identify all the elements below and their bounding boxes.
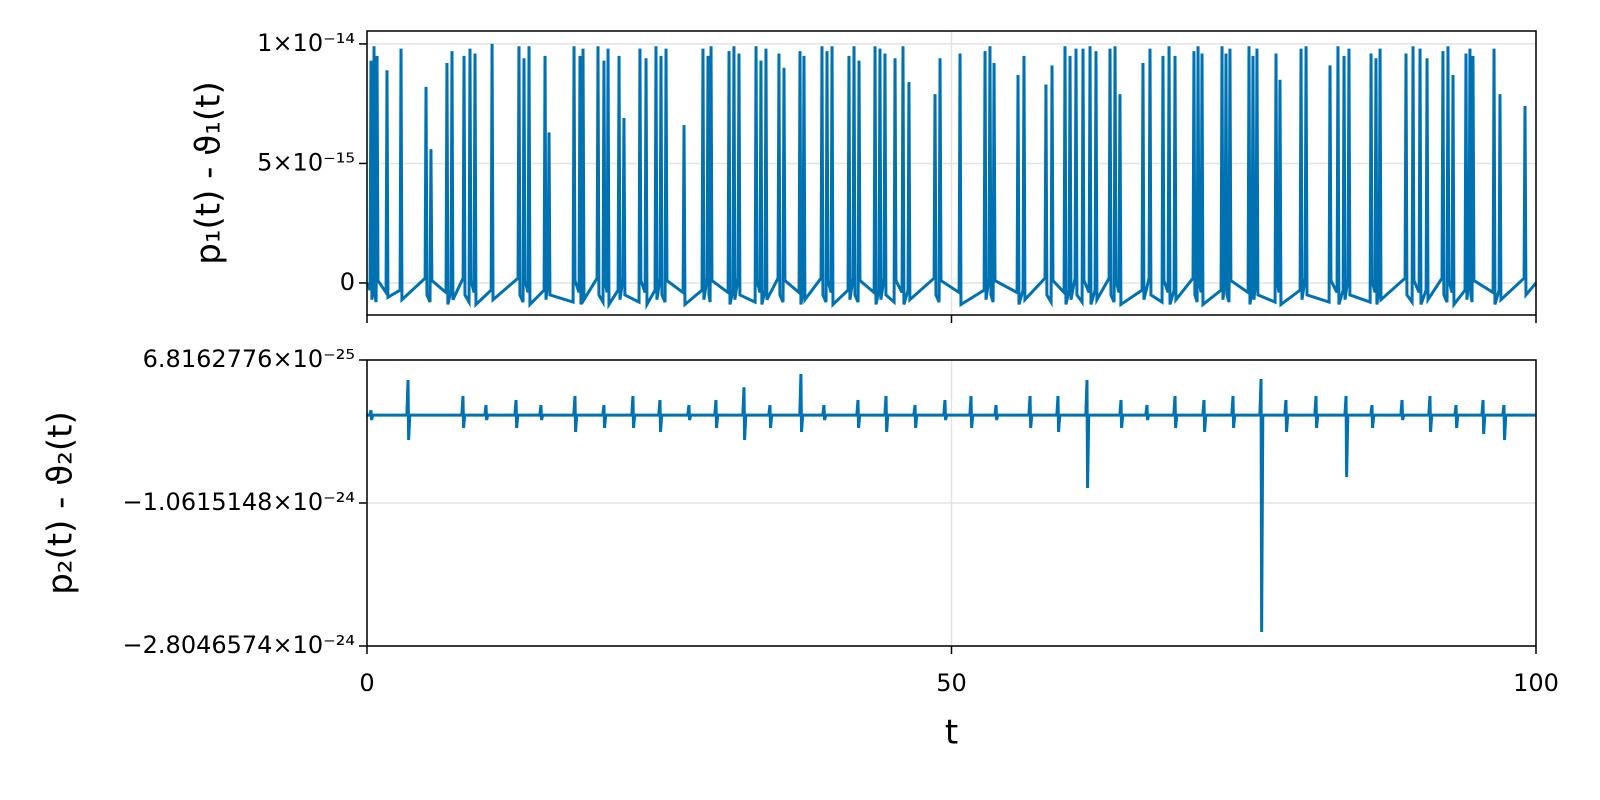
x-tick-label: 100 bbox=[1513, 669, 1559, 697]
y-tick-label: −2.8046574×10⁻²⁴ bbox=[123, 631, 355, 659]
y-axis-label: p₂(t) - ϑ₂(t) bbox=[41, 411, 81, 595]
x-tick-label: 50 bbox=[936, 669, 967, 697]
data-line bbox=[367, 373, 1536, 633]
plot-frame bbox=[366, 30, 1537, 316]
plot-frame bbox=[366, 359, 1537, 647]
y-tick-label: −1.0615148×10⁻²⁴ bbox=[123, 488, 355, 516]
y-tick-label: 0 bbox=[340, 268, 355, 296]
y-axis-label: p₁(t) - ϑ₁(t) bbox=[189, 81, 229, 265]
y-tick-label: 6.8162776×10⁻²⁵ bbox=[143, 345, 355, 373]
x-tick-label: 0 bbox=[359, 669, 374, 697]
y-tick-label: 1×10⁻¹⁴ bbox=[257, 29, 355, 57]
data-line bbox=[365, 43, 1538, 311]
y-tick-label: 5×10⁻¹⁵ bbox=[257, 148, 355, 176]
x-axis-label: t bbox=[945, 713, 958, 753]
